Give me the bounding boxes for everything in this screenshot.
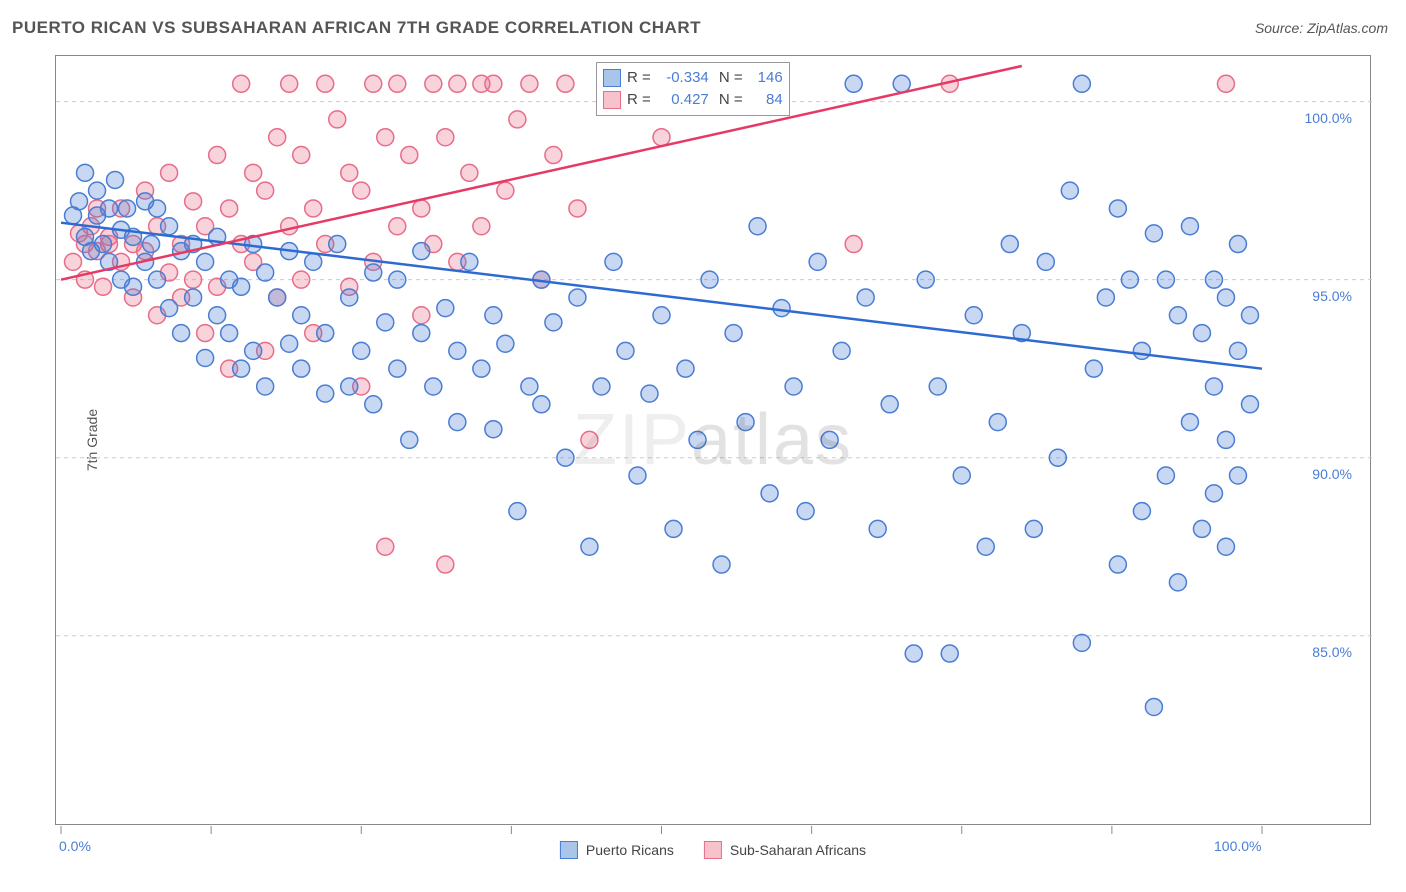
- x-tick-label: 0.0%: [59, 838, 91, 854]
- legend-item-1: Puerto Ricans: [560, 841, 674, 859]
- stats-swatch-2: [603, 91, 621, 109]
- stats-legend-box: R = -0.334 N = 146 R = 0.427 N = 84: [596, 62, 790, 116]
- stats-n-value-2: 84: [749, 89, 783, 111]
- stats-n-label-2: N =: [715, 89, 743, 111]
- stats-n-label-1: N =: [715, 67, 743, 89]
- y-tick-label: 100.0%: [1305, 110, 1352, 126]
- legend-label-2: Sub-Saharan Africans: [730, 842, 866, 858]
- legend-item-2: Sub-Saharan Africans: [704, 841, 866, 859]
- source-label: Source: ZipAtlas.com: [1255, 20, 1388, 36]
- y-tick-label: 90.0%: [1312, 466, 1352, 482]
- stats-n-value-1: 146: [749, 67, 783, 89]
- stats-swatch-1: [603, 69, 621, 87]
- legend-swatch-2: [704, 841, 722, 859]
- stats-r-label-1: R =: [627, 67, 651, 89]
- stats-r-value-1: -0.334: [657, 67, 709, 89]
- chart-container: PUERTO RICAN VS SUBSAHARAN AFRICAN 7TH G…: [0, 0, 1406, 892]
- x-tick-label: 100.0%: [1214, 838, 1261, 854]
- y-tick-label: 85.0%: [1312, 644, 1352, 660]
- stats-row-2: R = 0.427 N = 84: [603, 89, 783, 111]
- legend-swatch-1: [560, 841, 578, 859]
- chart-title: PUERTO RICAN VS SUBSAHARAN AFRICAN 7TH G…: [12, 18, 701, 38]
- stats-row-1: R = -0.334 N = 146: [603, 67, 783, 89]
- y-tick-label: 95.0%: [1312, 288, 1352, 304]
- legend-label-1: Puerto Ricans: [586, 842, 674, 858]
- stats-r-value-2: 0.427: [657, 89, 709, 111]
- stats-r-label-2: R =: [627, 89, 651, 111]
- chart-svg: [56, 56, 1372, 826]
- plot-area: 7th Grade ZIPatlas R = -0.334 N = 146 R …: [55, 55, 1371, 825]
- bottom-legend: Puerto Ricans Sub-Saharan Africans: [560, 841, 866, 859]
